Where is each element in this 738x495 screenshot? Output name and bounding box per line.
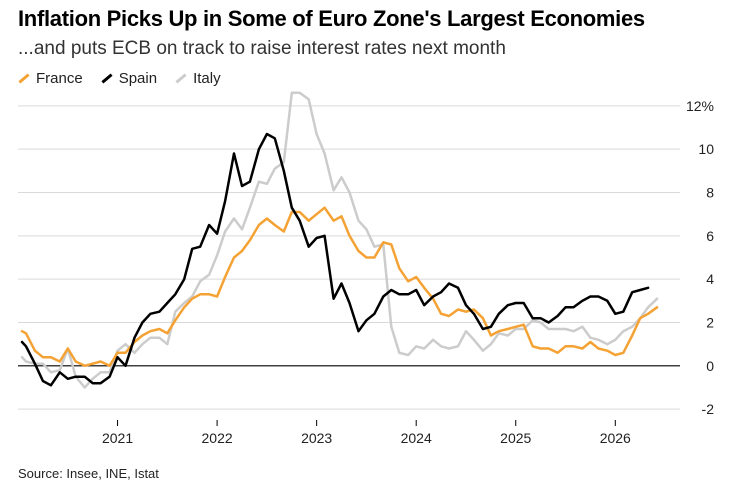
legend-item-france: France: [18, 70, 83, 87]
y-tick-label: 12%: [686, 98, 714, 114]
source-note: Source: Insee, INE, Istat: [18, 466, 159, 481]
legend-item-italy: Italy: [175, 70, 221, 87]
legend-label-italy: Italy: [193, 70, 221, 87]
chart-title: Inflation Picks Up in Some of Euro Zone'…: [18, 6, 645, 31]
y-tick-label: 6: [706, 228, 714, 244]
y-tick-label: 4: [706, 271, 714, 287]
series-line-france: [20, 206, 659, 368]
x-tick-label: 2022: [202, 430, 233, 446]
x-tick-label: 2026: [600, 430, 631, 446]
y-tick-label: 2: [706, 315, 714, 331]
legend: France Spain Italy: [18, 70, 221, 87]
legend-label-france: France: [36, 70, 83, 87]
y-tick-label: 10: [698, 141, 714, 157]
x-tick-label: 2024: [401, 430, 432, 446]
series-line-spain: [20, 132, 650, 387]
legend-label-spain: Spain: [118, 70, 158, 87]
y-tick-label: -2: [702, 401, 715, 417]
x-tick-label: 2025: [500, 430, 531, 446]
y-tick-label: 0: [706, 358, 714, 374]
x-tick-label: 2021: [102, 430, 133, 446]
series-line-italy: [20, 91, 659, 389]
chart-subtitle: ...and puts ECB on track to raise intere…: [18, 38, 506, 59]
legend-item-spain: Spain: [101, 70, 157, 87]
x-tick-label: 2023: [301, 430, 332, 446]
y-tick-label: 8: [706, 185, 714, 201]
